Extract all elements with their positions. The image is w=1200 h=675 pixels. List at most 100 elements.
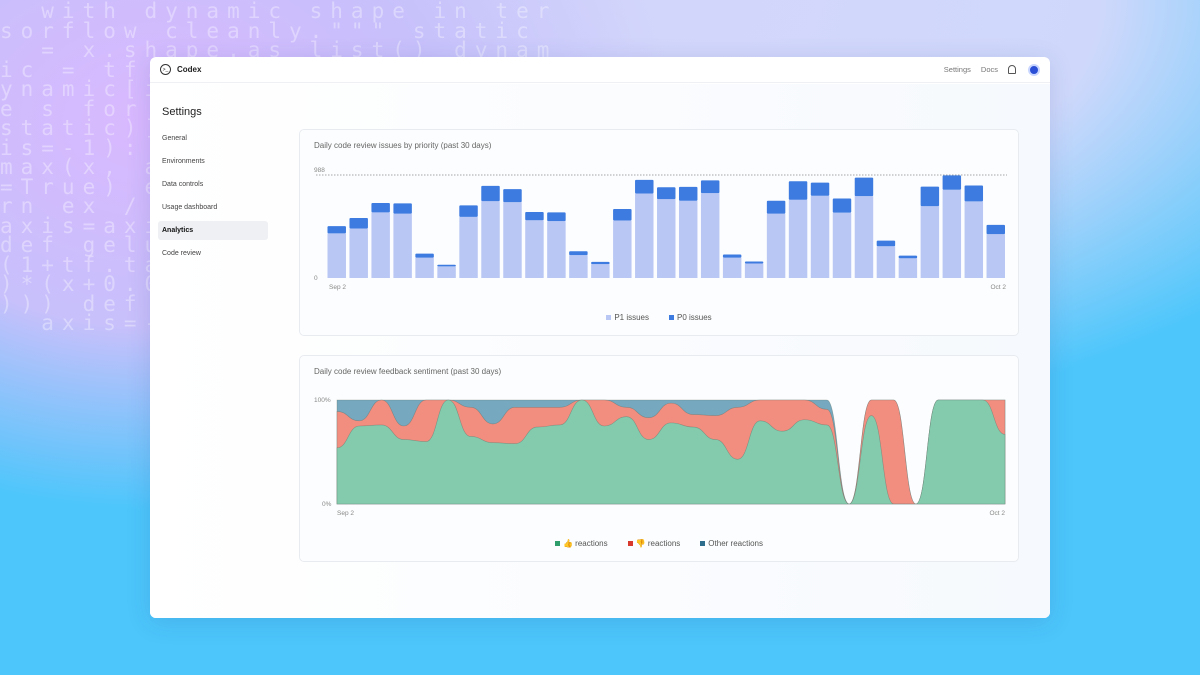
legend-p1: P1 issues: [606, 313, 649, 322]
bar-p0: [459, 205, 478, 217]
issues-chart-card: Daily code review issues by priority (pa…: [299, 129, 1019, 336]
bar-p0: [415, 253, 434, 258]
bar-p1: [854, 196, 874, 278]
bar-p1: [525, 220, 544, 278]
bar-p1: [393, 213, 412, 278]
bar-p1: [371, 212, 390, 278]
bar-p1: [986, 234, 1005, 278]
bell-icon[interactable]: [1008, 65, 1016, 74]
bar-p1: [788, 199, 808, 278]
bar-p0: [964, 185, 984, 202]
bar-p1: [481, 201, 500, 278]
bar-p1: [613, 220, 632, 278]
sentiment-chart-card: Daily code review feedback sentiment (pa…: [299, 355, 1019, 562]
bar-p0: [613, 208, 632, 221]
bar-p1: [876, 246, 896, 278]
y-tick-label: 988: [314, 167, 325, 174]
bar-p1: [591, 264, 610, 278]
bar-p1: [942, 189, 962, 278]
sidebar-item-usage-dashboard[interactable]: Usage dashboard: [162, 204, 218, 211]
legend-p0: P0 issues: [669, 313, 712, 322]
bar-p0: [854, 177, 874, 197]
bar-p0: [657, 187, 676, 200]
settings-link[interactable]: Settings: [943, 65, 971, 74]
area-thumbs-up: [336, 399, 1006, 505]
sentiment-area-chart: 100% 0% Sep 2 Oct 2: [314, 397, 1006, 517]
bar-p0: [525, 212, 544, 221]
bar-p0: [635, 179, 654, 194]
bar-p1: [349, 228, 368, 278]
terminal-logo-icon: >_: [160, 64, 171, 75]
bar-p0: [766, 200, 786, 214]
bar-p1: [437, 266, 456, 278]
bar-p0: [569, 251, 588, 256]
legend-swatch: [627, 541, 633, 546]
top-bar: >_ Codex Settings Docs: [150, 57, 1050, 83]
bar-p0: [591, 261, 610, 265]
sidebar-item-analytics[interactable]: Analytics: [158, 221, 268, 240]
bar-p0: [371, 203, 390, 213]
bar-p1: [766, 213, 786, 278]
bar-p1: [635, 193, 654, 278]
bar-p1: [810, 195, 830, 278]
sidebar-item-environments[interactable]: Environments: [162, 158, 205, 165]
x-tick-label: Oct 2: [990, 284, 1006, 291]
bar-p0: [898, 255, 918, 259]
x-tick-label: Sep 2: [329, 284, 346, 291]
y-tick-label: 0%: [322, 501, 332, 508]
sidebar-item-general[interactable]: General: [162, 135, 187, 142]
brand-name: Codex: [177, 65, 202, 74]
bar-p1: [678, 200, 698, 278]
bar-p0: [481, 185, 500, 202]
y-tick-label: 100%: [314, 397, 331, 404]
bar-p1: [459, 216, 478, 278]
bar-p0: [876, 240, 896, 247]
bar-p0: [942, 175, 962, 190]
bar-p1: [503, 202, 522, 278]
legend-thumbs-down: 👎 reactions: [627, 539, 680, 548]
x-tick-label: Sep 2: [337, 510, 354, 517]
sidebar-nav: General Environments Data controls Usage…: [158, 129, 268, 267]
app-window: >_ Codex Settings Docs Settings General …: [150, 57, 1050, 618]
bar-p1: [920, 206, 940, 278]
sidebar-item-code-review[interactable]: Code review: [162, 250, 201, 257]
bar-p1: [547, 221, 566, 278]
docs-link[interactable]: Docs: [980, 65, 998, 74]
chart-title: Daily code review feedback sentiment (pa…: [314, 367, 502, 376]
bar-p1: [569, 255, 588, 278]
legend-swatch: [606, 315, 612, 320]
avatar[interactable]: [1028, 63, 1040, 76]
bar-p1: [744, 263, 764, 278]
bar-p1: [700, 193, 720, 278]
y-tick-label: 0: [314, 275, 318, 282]
bar-p0: [503, 189, 522, 203]
bar-p0: [547, 212, 566, 222]
bar-p1: [415, 257, 434, 278]
bar-p0: [920, 186, 940, 207]
bar-p0: [700, 180, 720, 194]
bar-p1: [964, 201, 984, 278]
bar-p1: [832, 212, 852, 278]
bar-p0: [744, 261, 764, 264]
sidebar-item-data-controls[interactable]: Data controls: [162, 181, 204, 188]
bar-p1: [898, 258, 918, 278]
bar-p0: [437, 264, 456, 267]
x-tick-label: Oct 2: [989, 510, 1005, 517]
legend-swatch: [669, 315, 674, 320]
bar-p1: [327, 233, 346, 278]
bar-p0: [722, 254, 742, 258]
bar-p0: [327, 226, 346, 234]
chart-legend: 👍 reactions 👎 reactions Other reactions: [300, 539, 1018, 548]
bar-p0: [393, 203, 412, 214]
bar-p1: [722, 257, 742, 278]
bar-p0: [349, 217, 368, 229]
background-code-watermark: with dynamic shape in ter sorflow cleanl…: [0, 0, 558, 335]
issues-bar-chart: 988 0 Sep 2 Oct 2: [314, 167, 1007, 291]
bar-p0: [788, 181, 808, 200]
bar-p0: [678, 186, 698, 201]
bar-p0: [832, 198, 852, 213]
legend-thumbs-up: 👍 reactions: [554, 539, 608, 548]
bar-p0: [810, 182, 830, 196]
page-title: Settings: [162, 106, 202, 118]
bar-p1: [657, 199, 676, 278]
